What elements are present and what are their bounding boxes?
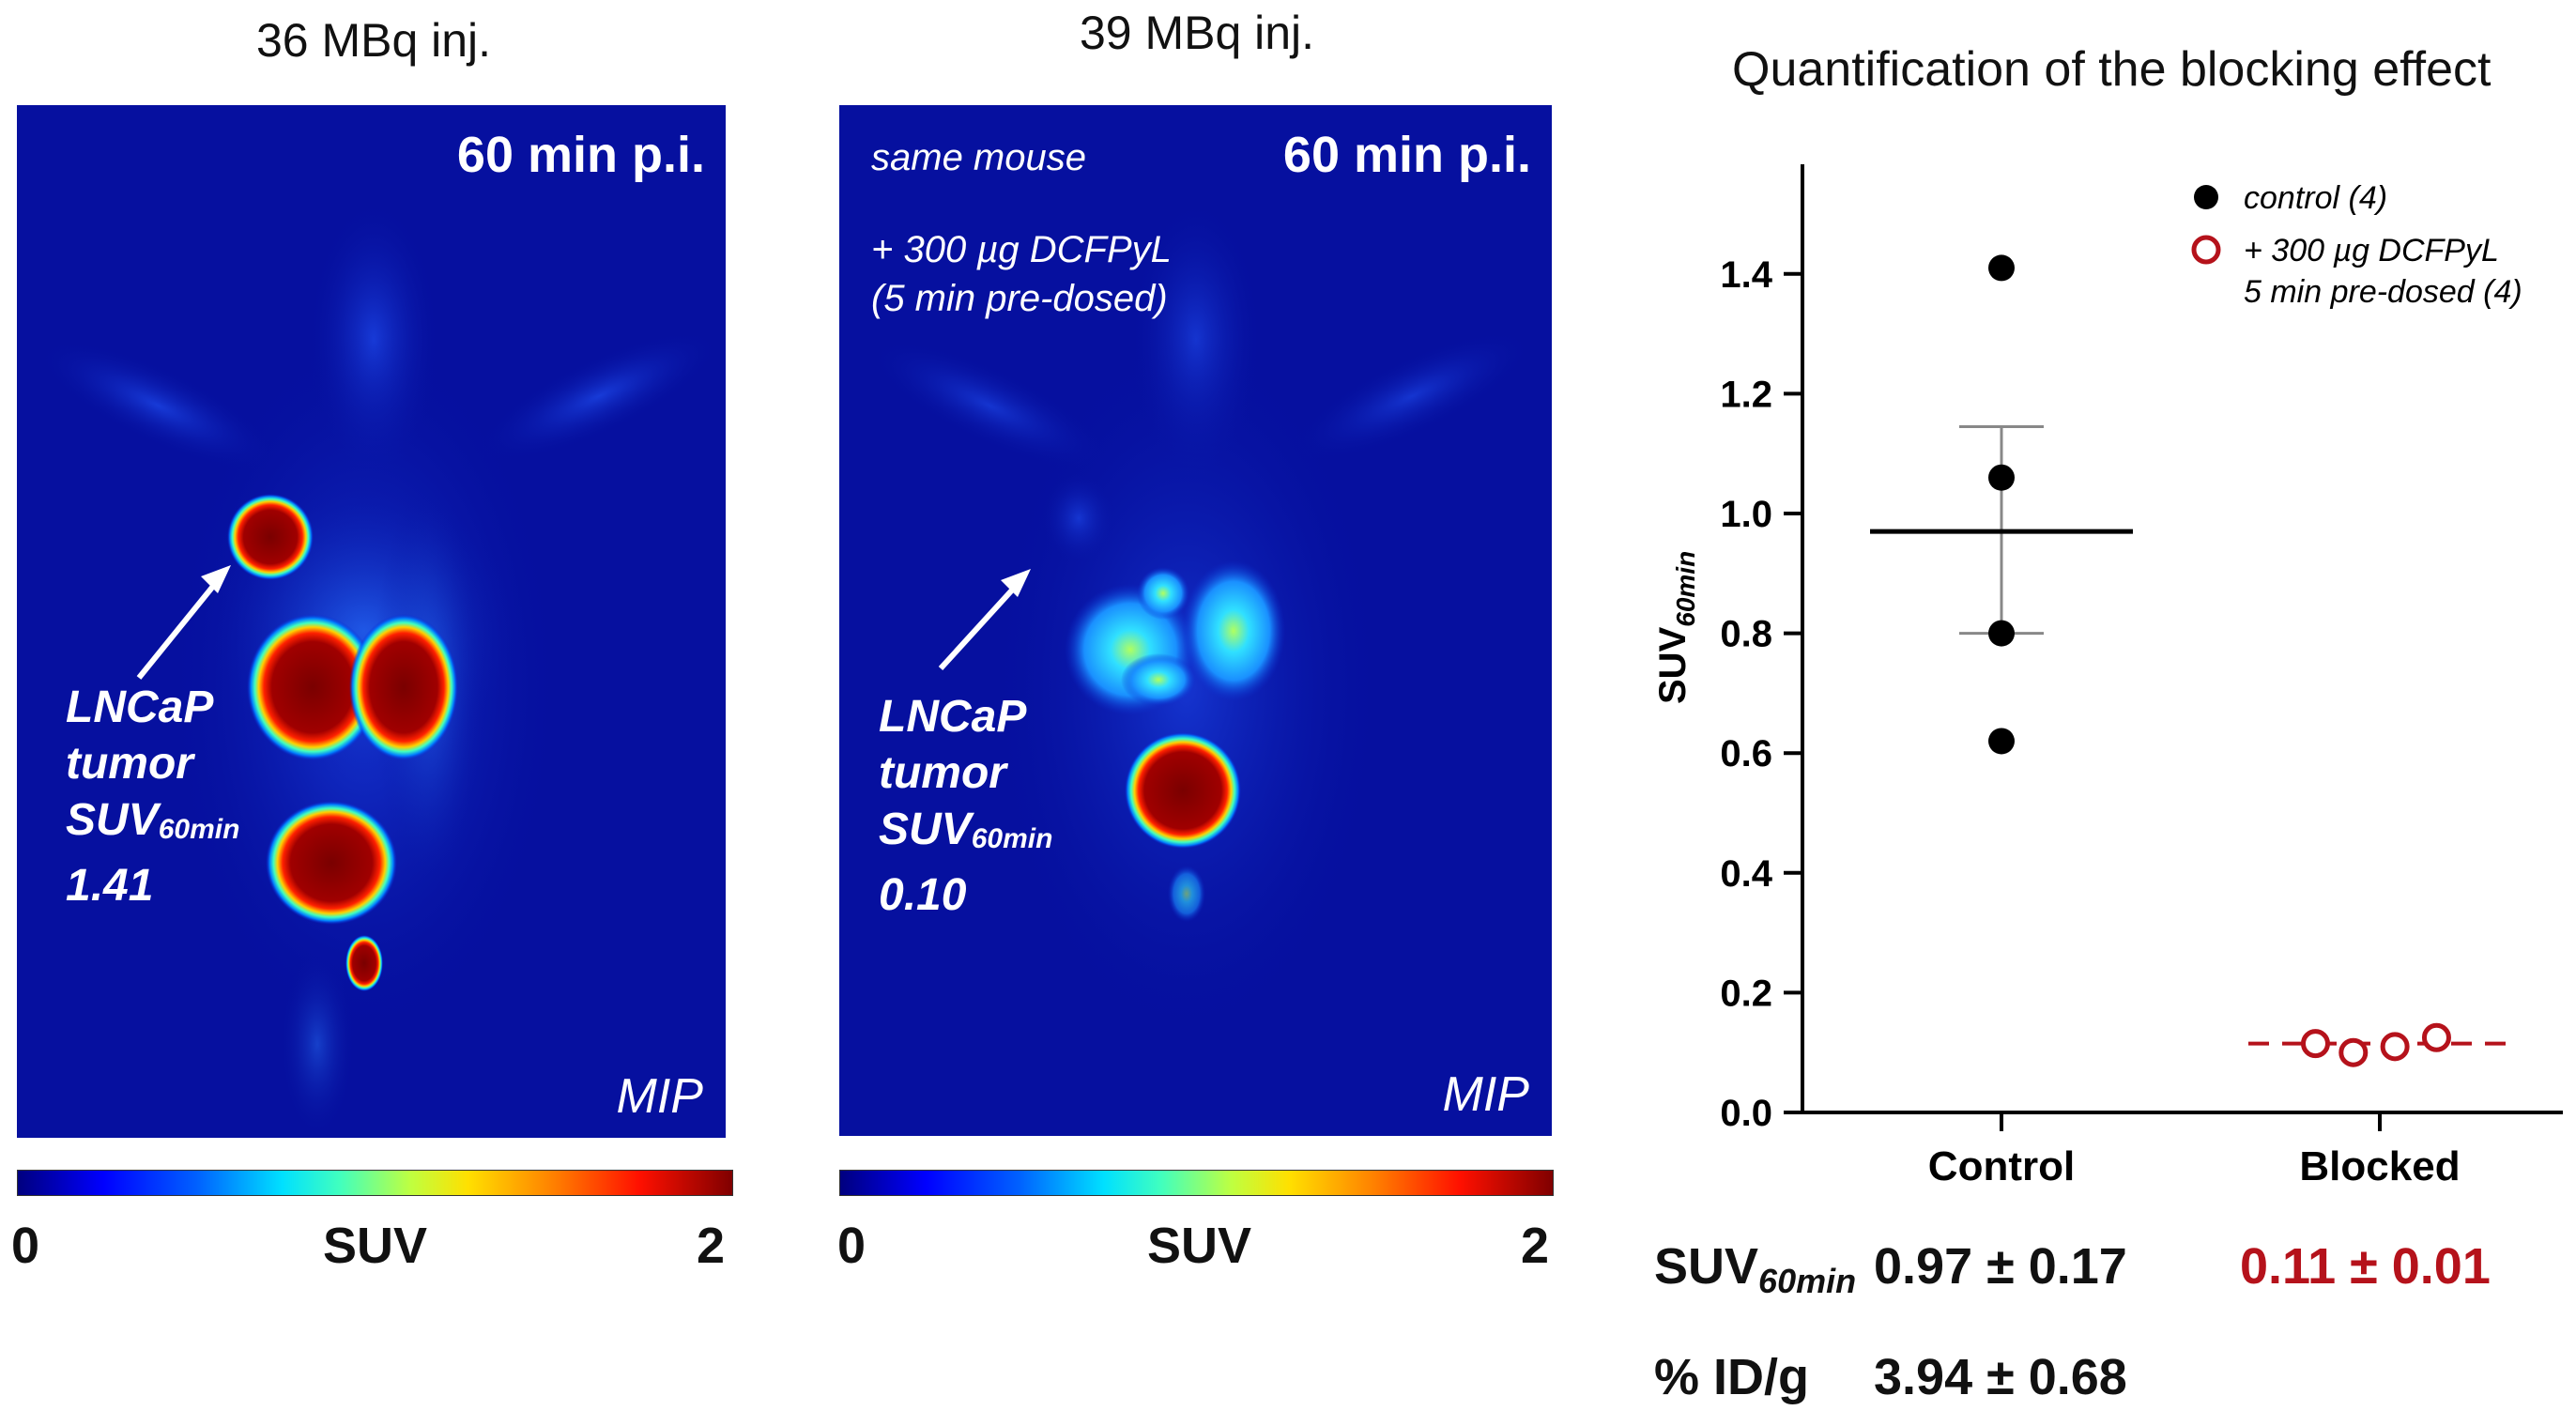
right-note-dose: + 300 µg DCFPyL <box>871 229 1172 270</box>
right-tumor-line2: tumor <box>879 748 1006 798</box>
stat-suv-label-main: SUV <box>1654 1238 1759 1295</box>
y-tick-label: 1.4 <box>1720 254 1772 296</box>
right-tumor-line1: LNCaP <box>879 692 1027 742</box>
left-tumor-suv-value: 1.41 <box>66 861 154 911</box>
x-tick-label: Control <box>1928 1143 2075 1189</box>
pet-mip-control-image <box>37 199 720 1138</box>
data-point-blocked <box>2300 1029 2330 1059</box>
y-axis-label-main: SUV <box>1652 626 1694 704</box>
y-tick-label: 0.6 <box>1720 733 1772 774</box>
right-tumor-suv: SUV60min <box>879 802 1052 867</box>
data-point-blocked <box>2421 1022 2451 1052</box>
data-point-control <box>1988 620 2015 647</box>
y-axis-label-sub: 60min <box>1671 551 1700 627</box>
pet-mip-blocked-image <box>868 199 1533 1044</box>
right-tumor-suv-main: SUV <box>879 805 972 854</box>
legend-label-control: control (4) <box>2244 180 2387 216</box>
legend-label-blocked-line1: + 300 µg DCFPyL <box>2244 233 2499 268</box>
right-note-same-mouse: same mouse <box>871 137 1086 178</box>
legend-label-blocked-line2: 5 min pre-dosed (4) <box>2244 274 2522 310</box>
left-colorbar-min: 0 <box>11 1218 40 1274</box>
y-tick-label: 0.0 <box>1720 1093 1772 1134</box>
right-tumor-suv-value: 0.10 <box>879 870 967 920</box>
legend-marker-control <box>2194 185 2218 209</box>
y-tick-label: 0.8 <box>1720 614 1772 655</box>
right-mip-label: MIP <box>1442 1067 1529 1122</box>
left-tumor-suv-main: SUV <box>66 795 159 845</box>
data-point-blocked <box>2338 1037 2369 1067</box>
data-point-blocked <box>2380 1032 2410 1062</box>
y-axis-label: SUV60min <box>1652 551 1700 704</box>
y-tick-label: 0.4 <box>1720 853 1772 895</box>
suv-scatter-chart: 0.0 0.2 0.4 0.6 0.8 1.0 1.2 1.4 Control Blocked SU… <box>1652 164 2563 1189</box>
left-tumor-line2: tumor <box>66 739 193 789</box>
right-colorbar-max: 2 <box>1521 1218 1550 1274</box>
right-tumor-label: LNCaP tumor SUV60min 0.10 <box>879 689 1052 924</box>
stat-control-idg: 3.94 ± 0.68 <box>1874 1349 2127 1405</box>
data-point-control <box>1988 728 2015 755</box>
pet-image-blocked: same mouse + 300 µg DCFPyL (5 min pre-do… <box>839 105 1552 1136</box>
x-tick-label: Blocked <box>2299 1143 2460 1189</box>
stat-idg-label: % ID/g <box>1654 1349 1810 1405</box>
left-colorbar-max: 2 <box>697 1218 726 1274</box>
stat-control-suv: 0.97 ± 0.17 <box>1874 1238 2127 1295</box>
y-tick-label: 0.2 <box>1720 973 1772 1014</box>
left-tumor-line1: LNCaP <box>66 682 214 732</box>
right-colorbar-label: SUV <box>1147 1218 1252 1274</box>
left-tumor-suv-sub: 60min <box>158 814 240 845</box>
y-tick-label: 1.2 <box>1720 374 1772 415</box>
right-panel-title: 39 MBq inj. <box>1079 7 1315 59</box>
left-mip-label: MIP <box>616 1069 703 1124</box>
right-timepoint-label: 60 min p.i. <box>1282 127 1531 183</box>
right-tumor-suv-sub: 60min <box>971 823 1053 854</box>
legend-marker-blocked <box>2191 235 2221 265</box>
right-note-predosed: (5 min pre-dosed) <box>871 278 1168 319</box>
chart-axes: 0.0 0.2 0.4 0.6 0.8 1.0 1.2 1.4 Control Blocked SU… <box>1652 164 2563 1189</box>
data-point-control <box>1988 254 2015 282</box>
left-tumor-suv: SUV60min <box>66 792 239 858</box>
stat-blocked-suv: 0.11 ± 0.01 <box>2240 1238 2491 1295</box>
data-point-control <box>1988 464 2015 491</box>
pet-image-control: 60 min p.i. LNCaP tumor SUV60min 1.41 MI… <box>17 105 726 1138</box>
stat-suv-label-sub: 60min <box>1758 1262 1857 1300</box>
chart-legend: control (4) + 300 µg DCFPyL 5 min pre-dose… <box>2191 180 2522 310</box>
left-colorbar <box>17 1170 733 1196</box>
right-colorbar <box>839 1170 1554 1196</box>
left-panel-title: 36 MBq inj. <box>255 14 492 67</box>
left-colorbar-label: SUV <box>323 1218 428 1274</box>
left-timepoint-label: 60 min p.i. <box>456 127 705 183</box>
stat-suv-label: SUV60min <box>1654 1237 1856 1301</box>
y-tick-label: 1.0 <box>1720 494 1772 535</box>
chart-marks <box>1870 254 2511 1067</box>
left-tumor-label: LNCaP tumor SUV60min 1.41 <box>66 680 239 914</box>
right-colorbar-min: 0 <box>837 1218 866 1274</box>
chart-title: Quantification of the blocking effect <box>1732 42 2492 97</box>
